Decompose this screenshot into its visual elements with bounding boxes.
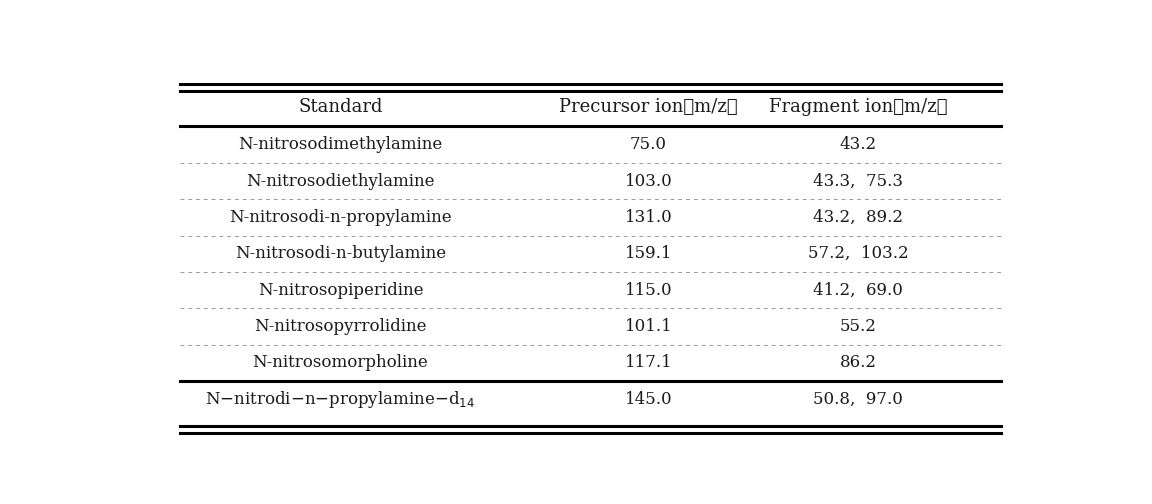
- Text: 43.2,  89.2: 43.2, 89.2: [813, 209, 903, 226]
- Text: 131.0: 131.0: [624, 209, 673, 226]
- Text: N-nitrosodi-n-propylamine: N-nitrosodi-n-propylamine: [229, 209, 452, 226]
- Text: 41.2,  69.0: 41.2, 69.0: [813, 282, 903, 299]
- Text: Precursor ion（m/z）: Precursor ion（m/z）: [559, 98, 737, 116]
- Text: 103.0: 103.0: [624, 172, 673, 190]
- Text: N-nitrosopyrrolidine: N-nitrosopyrrolidine: [255, 318, 426, 335]
- Text: 55.2: 55.2: [840, 318, 877, 335]
- Text: 115.0: 115.0: [624, 282, 673, 299]
- Text: 43.3,  75.3: 43.3, 75.3: [813, 172, 903, 190]
- Text: N-nitrosodimethylamine: N-nitrosodimethylamine: [238, 136, 442, 153]
- Text: 159.1: 159.1: [624, 245, 672, 262]
- Text: N-nitrosodi-n-butylamine: N-nitrosodi-n-butylamine: [235, 245, 446, 262]
- Text: N-nitrosopiperidine: N-nitrosopiperidine: [258, 282, 423, 299]
- Text: 50.8,  97.0: 50.8, 97.0: [813, 391, 903, 408]
- Text: N$-$nitrodi$-$n$-$propylamine$-$d$_{14}$: N$-$nitrodi$-$n$-$propylamine$-$d$_{14}$: [205, 389, 476, 410]
- Text: 117.1: 117.1: [624, 354, 673, 371]
- Text: 145.0: 145.0: [624, 391, 673, 408]
- Text: 101.1: 101.1: [624, 318, 673, 335]
- Text: 86.2: 86.2: [840, 354, 877, 371]
- Text: N-nitrosomorpholine: N-nitrosomorpholine: [252, 354, 429, 371]
- Text: 57.2,  103.2: 57.2, 103.2: [808, 245, 909, 262]
- Text: Fragment ion（m/z）: Fragment ion（m/z）: [770, 98, 947, 116]
- Text: N-nitrosodiethylamine: N-nitrosodiethylamine: [247, 172, 434, 190]
- Text: 43.2: 43.2: [840, 136, 877, 153]
- Text: Standard: Standard: [298, 98, 382, 116]
- Text: 75.0: 75.0: [630, 136, 667, 153]
